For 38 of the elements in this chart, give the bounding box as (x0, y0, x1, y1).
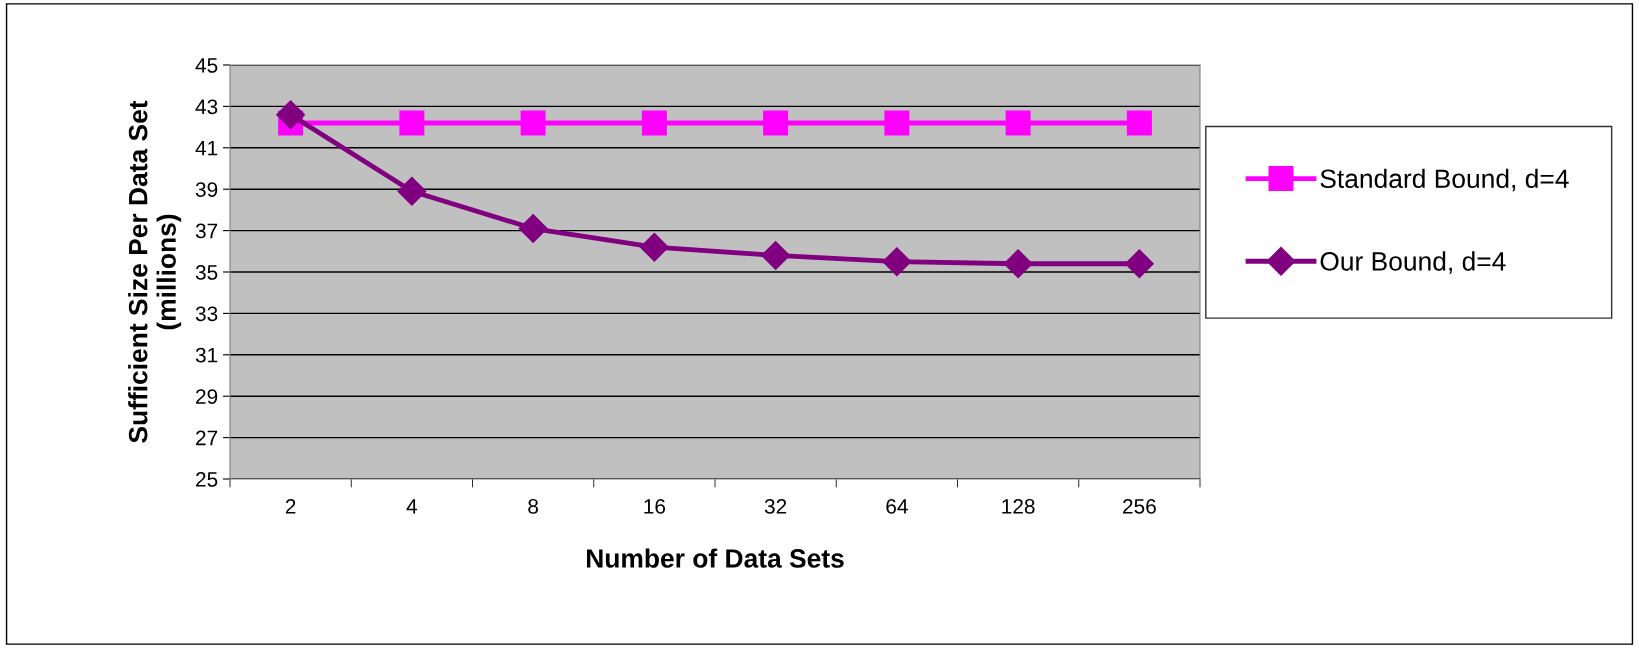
y-tick-label: 33 (195, 306, 218, 322)
point (641, 110, 667, 136)
legend-label: Standard Bound, d=4 (1320, 168, 1569, 192)
y-tick-label: 41 (195, 141, 218, 156)
y-tick-label: 29 (196, 389, 218, 404)
y-tick-label: 35 (195, 265, 218, 280)
x-tick-label: 256 (1123, 498, 1156, 514)
point (884, 110, 910, 136)
point (763, 110, 789, 136)
point (761, 240, 791, 270)
y-axis-title: Sufficient Size Per Data Set (millions) (128, 100, 182, 443)
x-axis-title: Number of Data Sets (587, 548, 844, 568)
y-tick-label: 27 (196, 430, 218, 446)
point (1005, 110, 1031, 136)
point (1126, 110, 1152, 136)
point (399, 110, 425, 136)
y-tick-label: 31 (195, 347, 218, 363)
y-tick-label: 45 (195, 58, 218, 73)
point (882, 247, 912, 277)
point (518, 214, 548, 243)
legend-label: Our Bound, d=4 (1320, 251, 1506, 274)
x-tick-label: 64 (886, 498, 908, 514)
point (1124, 249, 1154, 279)
x-tick-label: 4 (406, 499, 418, 514)
y-tick-label: 39 (195, 182, 218, 197)
point (276, 100, 306, 130)
point (1003, 249, 1033, 279)
x-tick-label: 16 (644, 498, 666, 514)
point (520, 110, 546, 136)
x-tick-label: 32 (764, 498, 787, 514)
y-tick-label: 43 (195, 99, 218, 115)
y-tick-label: 25 (196, 472, 218, 487)
x-tick-label: 2 (285, 498, 296, 514)
x-tick-label: 8 (528, 498, 539, 514)
x-tick-label: 128 (1002, 498, 1035, 514)
point (639, 232, 669, 262)
y-tick-label: 37 (195, 223, 218, 239)
point (397, 176, 427, 206)
